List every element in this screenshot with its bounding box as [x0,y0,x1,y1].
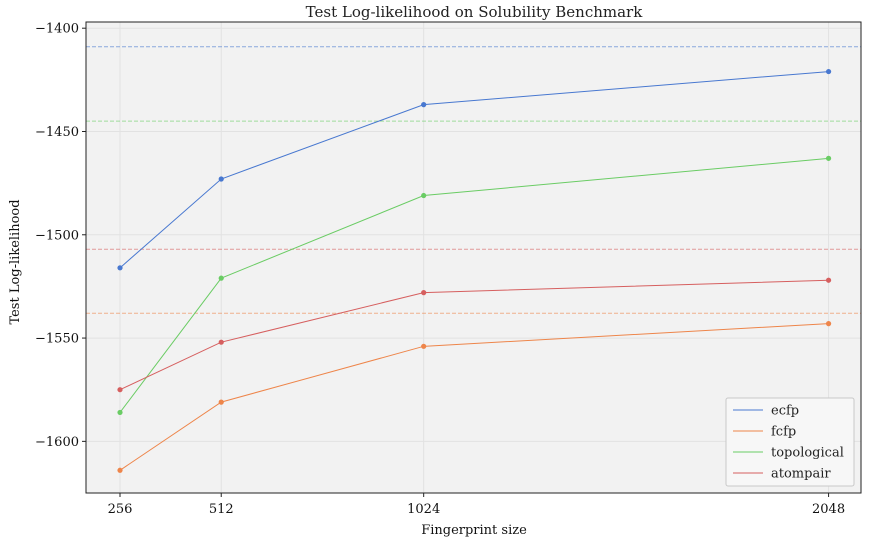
data-point-atompair [117,387,123,393]
data-point-fcfp [421,343,427,349]
data-point-topological [825,155,832,161]
data-point-ecfp [421,102,427,108]
legend-label-atompair: atompair [771,467,831,482]
baselines [86,46,861,314]
y-axis-ticks: −1400 −1450 −1500 −1550 −1600 [35,22,86,450]
y-tick-label: −1550 [35,332,79,347]
data-point-atompair [825,277,832,283]
y-axis-label: Test Log-likelihood [8,199,23,324]
x-tick-label: 256 [108,502,133,517]
series-ecfp [117,68,832,271]
data-point-topological [421,192,427,199]
y-tick-label: −1450 [35,125,79,140]
x-tick-label: 1024 [407,502,440,517]
data-point-topological [117,409,123,416]
series-line-ecfp [119,71,829,269]
legend-box [725,397,855,487]
x-tick-label: 512 [209,502,234,517]
y-tick-label: −1600 [35,435,79,450]
data-point-ecfp [218,176,224,182]
series-group [117,68,832,473]
chart-title: Test Log-likelihood on Solubility Benchm… [306,3,644,21]
data-point-topological [218,275,224,281]
series-line-fcfp [119,323,829,471]
y-tick-label: −1500 [35,228,79,243]
x-axis-ticks: 256 512 1024 2048 [108,493,845,517]
legend-label-fcfp: fcfp [771,425,796,440]
data-point-fcfp [825,321,832,327]
legend-label-topological: topological [771,446,844,461]
series-line-topological [119,157,829,413]
data-point-atompair [218,339,224,345]
data-point-fcfp [218,399,224,405]
series-atompair [117,277,832,393]
series-topological [117,155,832,416]
data-point-ecfp [117,265,123,271]
y-tick-label: −1400 [35,22,79,37]
series-fcfp [117,321,832,473]
legend: ecfp fcfp topological atompair [725,397,855,487]
data-point-fcfp [117,467,123,473]
x-axis-label: Fingerprint size [421,523,527,538]
legend-label-ecfp: ecfp [771,404,799,419]
plot-frame [85,21,862,494]
data-point-atompair [421,290,427,296]
data-point-ecfp [825,68,832,75]
x-tick-label: 2048 [812,502,845,517]
series-line-atompair [119,279,829,391]
